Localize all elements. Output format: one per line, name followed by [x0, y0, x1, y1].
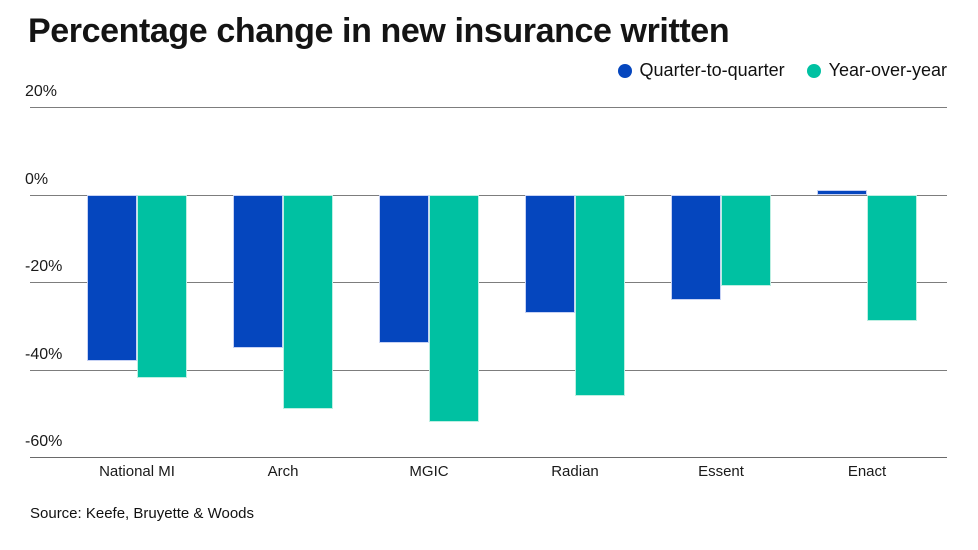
legend-swatch-icon — [617, 63, 632, 78]
legend-item-quarter-to-quarter: Quarter-to-quarter — [617, 60, 785, 81]
bar — [283, 194, 333, 409]
x-axis-label: National MI — [99, 463, 175, 480]
gridline — [30, 107, 947, 108]
chart-title: Percentage change in new insurance writt… — [28, 12, 730, 50]
bar-group — [64, 107, 210, 457]
x-axis-label: Arch — [267, 463, 299, 480]
y-axis-tick-label: -20% — [25, 258, 63, 275]
bar — [137, 194, 187, 379]
gridline — [30, 457, 947, 458]
legend-swatch-icon — [806, 63, 821, 78]
bar-group — [502, 107, 648, 457]
plot-area: National MI Arch MGIC Radian Essent Enact 20%… — [25, 83, 947, 480]
bar — [379, 194, 429, 344]
bar-groups — [64, 107, 940, 457]
bar — [525, 194, 575, 313]
y-axis-tick-label: -60% — [25, 433, 63, 450]
bar-group — [794, 107, 940, 457]
x-axis-label: Enact — [847, 463, 887, 480]
y-axis-tick-label: 0% — [25, 170, 49, 188]
bar — [671, 194, 721, 300]
bar — [721, 194, 771, 287]
source-attribution: Source: Keefe, Bruyette & Woods — [30, 505, 255, 522]
legend: Quarter-to-quarter Year-over-year — [617, 60, 947, 81]
x-axis-label: MGIC — [409, 463, 449, 480]
bar-group — [356, 107, 502, 457]
bar — [87, 194, 137, 361]
bar — [575, 194, 625, 396]
gridline — [30, 369, 947, 371]
bar-group — [648, 107, 794, 457]
y-axis-tick-label: 20% — [25, 83, 58, 100]
bar — [867, 194, 917, 322]
gridline — [30, 282, 947, 283]
bar — [233, 194, 283, 348]
legend-label: Year-over-year — [828, 60, 947, 80]
x-axis-label: Radian — [551, 463, 599, 480]
legend-item-year-over-year: Year-over-year — [806, 60, 947, 81]
zero-gridline — [30, 194, 947, 196]
y-axis-tick-label: -40% — [25, 345, 63, 363]
x-axis-labels: National MI Arch MGIC Radian Essent Enact — [64, 463, 940, 480]
bar — [817, 190, 867, 195]
legend-label: Quarter-to-quarter — [639, 60, 785, 80]
bar — [429, 194, 479, 422]
bar-group — [210, 107, 356, 457]
x-axis-label: Essent — [698, 463, 744, 480]
